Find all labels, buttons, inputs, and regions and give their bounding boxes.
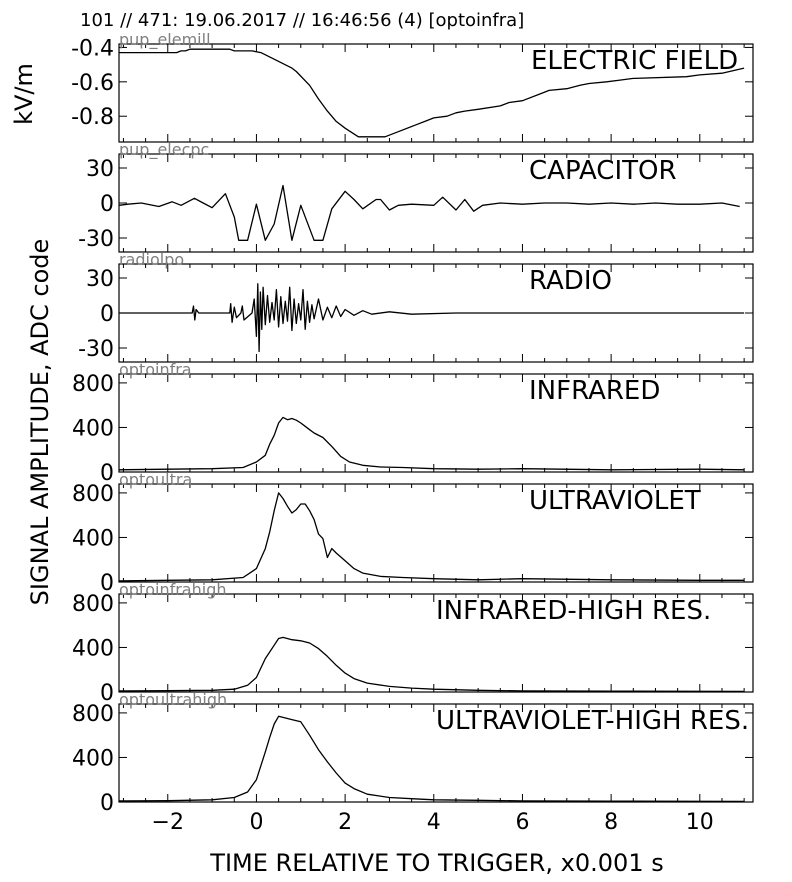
y-tick-label: 800: [72, 702, 114, 727]
panel-0: -0.4 -0.6 -0.8 ELECTRIC FIELD pup_elemill: [71, 30, 754, 143]
channel-label: optoinfra: [119, 360, 192, 379]
panel-1: 30 0 -30 CAPACITOR pup_elecpc: [78, 140, 754, 253]
x-tick-label: −2: [152, 810, 184, 835]
y-axis-label-efield: kV/m: [10, 63, 38, 125]
panel-frame: [118, 483, 754, 583]
y-tick-label: 30: [86, 157, 114, 182]
channel-label: optoultrahigh: [119, 690, 227, 709]
series-line: [119, 48, 745, 138]
panel-frame: [118, 373, 754, 473]
x-tick-label: 10: [686, 810, 714, 835]
y-tick-label: 400: [72, 416, 114, 441]
series-line: [119, 283, 745, 353]
series-line: [118, 416, 745, 471]
y-tick-label: 800: [72, 482, 114, 507]
panel-frame: [118, 593, 754, 693]
y-tick-label: -0.4: [71, 36, 114, 61]
panel-2: 30 0 -30 RADIO radiolpo: [78, 250, 754, 363]
y-tick-label: -30: [78, 227, 114, 252]
channel-label: pup_elecpc: [119, 140, 209, 160]
panel-5: 800 400 0 INFRARED-HIGH RES. optoinfrahigh: [72, 580, 754, 706]
x-tick-label: 2: [338, 810, 352, 835]
x-tick-label: 8: [604, 810, 618, 835]
panel-title: RADIO: [529, 266, 612, 296]
y-tick-label: 30: [86, 267, 114, 292]
y-tick-label: 400: [72, 526, 114, 551]
y-tick-label: 0: [100, 791, 114, 816]
y-axis-label-signal: SIGNAL AMPLITUDE, ADC code: [26, 239, 54, 606]
y-tick-label: -30: [78, 337, 114, 362]
panel-6: 800 400 0 ULTRAVIOLET-HIGH RES. optoultrahig…: [72, 690, 754, 835]
panel-title: ULTRAVIOLET: [529, 486, 701, 516]
channel-label: pup_elemill: [119, 30, 211, 50]
y-tick-label: 0: [100, 302, 114, 327]
panel-frame: [118, 703, 754, 803]
x-tick-label: 6: [515, 810, 529, 835]
panel-3: 800 400 0 INFRARED optoinfra: [72, 360, 754, 486]
panel-title: INFRARED-HIGH RES.: [436, 596, 711, 626]
series-line: [118, 636, 745, 693]
y-tick-label: 0: [100, 192, 114, 217]
y-tick-label: 800: [72, 592, 114, 617]
panel-title: CAPACITOR: [529, 156, 677, 186]
x-axis-label: TIME RELATIVE TO TRIGGER, x0.001 s: [209, 849, 663, 877]
x-tick-label: 4: [427, 810, 441, 835]
y-tick-label: 400: [72, 636, 114, 661]
y-tick-label: 0: [100, 571, 114, 596]
panels-group: -0.4 -0.6 -0.8 ELECTRIC FIELD pup_elemill 30 0…: [71, 30, 754, 835]
panel-4: 800 400 0 ULTRAVIOLET optoultra: [72, 470, 754, 596]
panel-frame: [118, 43, 754, 143]
panel-title: ELECTRIC FIELD: [531, 46, 738, 76]
channel-label: radiolpo: [119, 250, 184, 269]
channel-label: optoinfrahigh: [119, 580, 227, 599]
y-tick-label: -0.6: [71, 71, 114, 96]
channel-label: optoultra: [119, 470, 192, 489]
series-line: [118, 184, 740, 241]
y-tick-label: 0: [100, 461, 114, 486]
y-tick-label: 400: [72, 746, 114, 771]
series-line: [118, 492, 745, 582]
y-tick-label: -0.8: [71, 105, 114, 130]
y-tick-label: 0: [100, 681, 114, 706]
series-line: [118, 715, 745, 803]
y-tick-label: 800: [72, 372, 114, 397]
panel-title: ULTRAVIOLET-HIGH RES.: [436, 706, 749, 736]
panel-title: INFRARED: [529, 376, 660, 406]
x-tick-label: 0: [249, 810, 263, 835]
figure-header: 101 // 471: 19.06.2017 // 16:46:56 (4) […: [80, 10, 524, 31]
